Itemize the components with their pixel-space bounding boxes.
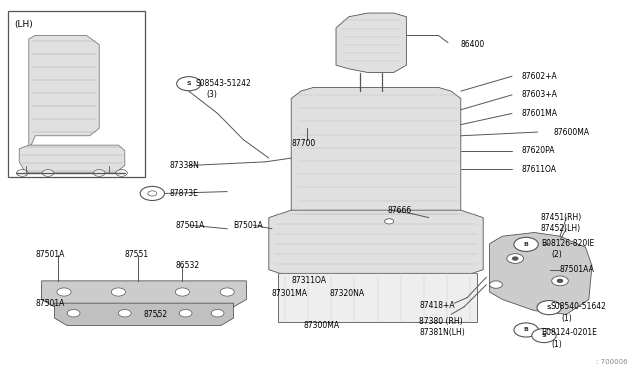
- Text: 86400: 86400: [461, 40, 485, 49]
- Polygon shape: [29, 35, 99, 151]
- Text: 87451(RH): 87451(RH): [541, 213, 582, 222]
- Circle shape: [177, 77, 201, 91]
- FancyBboxPatch shape: [8, 11, 145, 177]
- Text: 87301MA: 87301MA: [272, 289, 308, 298]
- Text: : 700006: : 700006: [596, 359, 627, 365]
- Text: S: S: [186, 81, 191, 86]
- Circle shape: [67, 310, 80, 317]
- Text: 87611OA: 87611OA: [522, 165, 557, 174]
- Polygon shape: [278, 273, 477, 322]
- Text: S08543-51242: S08543-51242: [195, 79, 251, 88]
- Polygon shape: [19, 145, 125, 173]
- Polygon shape: [269, 210, 483, 277]
- Text: (3): (3): [206, 90, 217, 99]
- Text: 87873E: 87873E: [170, 189, 198, 198]
- Text: 87551: 87551: [125, 250, 149, 259]
- Text: B7501A: B7501A: [234, 221, 263, 230]
- Text: 87600MA: 87600MA: [554, 128, 589, 137]
- Circle shape: [532, 328, 556, 343]
- Text: (LH): (LH): [14, 20, 33, 29]
- Text: (1): (1): [561, 314, 572, 323]
- Text: 87700: 87700: [291, 139, 316, 148]
- Text: 87418+A: 87418+A: [419, 301, 455, 310]
- Text: 87300MA: 87300MA: [304, 321, 340, 330]
- Circle shape: [490, 281, 502, 288]
- Circle shape: [116, 170, 127, 176]
- Text: 87501A: 87501A: [176, 221, 205, 230]
- Polygon shape: [490, 232, 592, 314]
- Circle shape: [118, 310, 131, 317]
- Circle shape: [507, 254, 524, 263]
- Circle shape: [557, 279, 563, 282]
- Polygon shape: [54, 303, 234, 326]
- Circle shape: [17, 170, 28, 176]
- Text: B08124-0201E: B08124-0201E: [541, 328, 596, 337]
- Circle shape: [57, 288, 71, 296]
- Text: B: B: [524, 327, 529, 333]
- Text: (2): (2): [552, 250, 563, 259]
- Text: 87602+A: 87602+A: [522, 72, 557, 81]
- Polygon shape: [336, 13, 406, 73]
- Circle shape: [175, 288, 189, 296]
- Circle shape: [93, 170, 105, 176]
- Circle shape: [514, 323, 538, 337]
- Polygon shape: [291, 87, 461, 229]
- Circle shape: [42, 170, 54, 176]
- Circle shape: [537, 301, 561, 315]
- Text: 87338N: 87338N: [170, 161, 200, 170]
- Text: 87311OA: 87311OA: [291, 276, 326, 285]
- Text: 87452(LH): 87452(LH): [541, 224, 581, 233]
- Text: B: B: [524, 242, 529, 247]
- Circle shape: [211, 310, 224, 317]
- Text: 87501A: 87501A: [35, 299, 65, 308]
- Text: 86532: 86532: [176, 262, 200, 270]
- Text: 87620PA: 87620PA: [522, 146, 555, 155]
- Circle shape: [148, 191, 157, 196]
- Circle shape: [552, 276, 568, 286]
- Text: S: S: [547, 305, 552, 310]
- Text: S: S: [541, 333, 547, 338]
- Text: 87552: 87552: [144, 310, 168, 319]
- Polygon shape: [42, 281, 246, 307]
- Text: 87381N(LH): 87381N(LH): [419, 328, 465, 337]
- Circle shape: [140, 186, 164, 201]
- Circle shape: [220, 288, 234, 296]
- Text: 87601MA: 87601MA: [522, 109, 557, 118]
- Circle shape: [111, 288, 125, 296]
- Text: 87501AA: 87501AA: [560, 265, 595, 274]
- Text: 87380 (RH): 87380 (RH): [419, 317, 463, 326]
- Text: (1): (1): [552, 340, 563, 349]
- Text: 87501A: 87501A: [35, 250, 65, 259]
- Text: 87666: 87666: [387, 206, 412, 215]
- Circle shape: [385, 219, 394, 224]
- Text: 87603+A: 87603+A: [522, 90, 557, 99]
- Text: 87320NA: 87320NA: [330, 289, 365, 298]
- Circle shape: [513, 257, 518, 260]
- Text: S08540-51642: S08540-51642: [550, 302, 606, 311]
- Text: B08126-820IE: B08126-820IE: [541, 239, 594, 248]
- Circle shape: [514, 237, 538, 251]
- Circle shape: [179, 310, 192, 317]
